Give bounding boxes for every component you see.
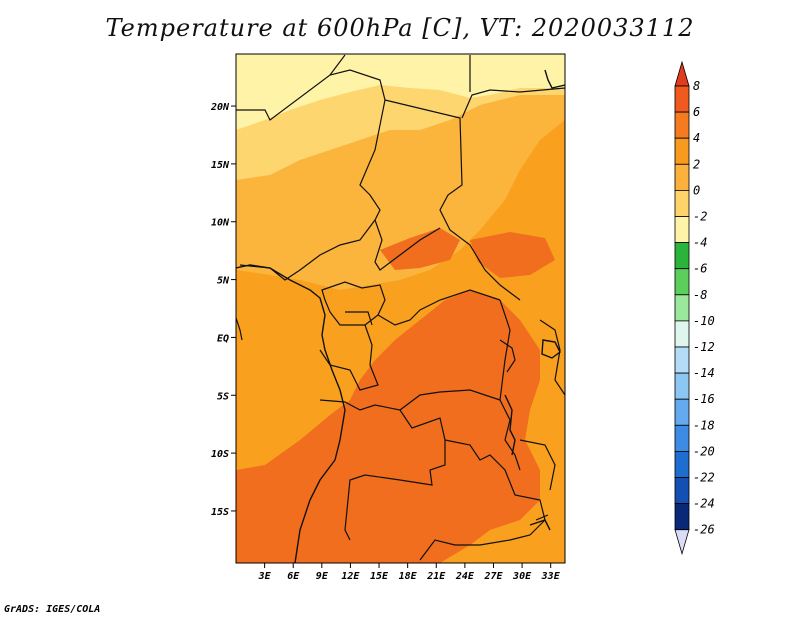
field-warm-patch-east — [470, 232, 555, 278]
lon-tick-label: 33E — [541, 571, 561, 582]
grads-credit: GrADS: IGES/COLA — [4, 604, 101, 615]
colorbar-swatch — [674, 85, 690, 113]
colorbar-bottom-arrow — [674, 529, 690, 556]
colorbar-label: -14 — [693, 366, 715, 380]
lat-tick-label: 10S — [211, 449, 229, 460]
lat-tick-label: 15N — [211, 160, 230, 171]
colorbar-swatch — [674, 372, 690, 400]
colorbar-label: 4 — [693, 131, 700, 145]
lon-tick-label: 12E — [341, 571, 360, 582]
lat-tick-label: 10N — [211, 218, 230, 229]
colorbar-label: 0 — [693, 183, 700, 197]
colorbar-swatch — [674, 189, 690, 217]
lon-tick-label: 24E — [455, 571, 475, 582]
lon-tick-label: 15E — [370, 571, 389, 582]
colorbar-label: -10 — [693, 314, 715, 328]
field-warm-patch — [380, 228, 460, 270]
colorbar-label: -4 — [693, 236, 707, 250]
colorbar-swatch — [674, 294, 690, 322]
longitude-axis: 3E 6E 9E 12E 15E 18E 21E 24E 27E 30E 33E — [258, 563, 561, 582]
colorbar-label: 8 — [693, 79, 700, 93]
colorbar-top-arrow — [674, 60, 690, 87]
colorbar-swatch — [674, 503, 690, 531]
colorbar-label: 2 — [693, 157, 700, 171]
lat-tick-label: 5N — [217, 276, 230, 287]
country-borders — [236, 54, 565, 561]
colorbar-swatch — [674, 137, 690, 165]
colorbar-swatch — [674, 424, 690, 452]
colorbar-swatch — [674, 163, 690, 191]
temperature-field — [236, 54, 565, 563]
colorbar-swatch — [674, 268, 690, 296]
lon-tick-label: 6E — [287, 571, 300, 582]
lat-tick-label: 20N — [210, 102, 230, 113]
lon-tick-label: 3E — [258, 571, 272, 582]
colorbar-label: -12 — [693, 340, 715, 354]
colorbar-label: -16 — [693, 392, 715, 406]
lon-tick-label: 18E — [399, 571, 418, 582]
lon-tick-label: 30E — [512, 571, 532, 582]
colorbar-swatch — [674, 111, 690, 139]
colorbar-swatch — [674, 450, 690, 478]
colorbar-label: -8 — [693, 288, 707, 302]
colorbar-label: -2 — [693, 210, 707, 224]
lon-tick-label: 27E — [483, 571, 503, 582]
colorbar-label: -24 — [693, 497, 715, 511]
lat-tick-label: 15S — [211, 507, 229, 518]
colorbar-label: -6 — [693, 262, 707, 276]
lon-tick-label: 9E — [316, 571, 329, 582]
colorbar-label: 6 — [693, 105, 700, 119]
lat-tick-label: EQ — [217, 333, 229, 344]
colorbar-swatch — [674, 320, 690, 348]
colorbar: 8 6 4 2 0 -2 -4 -6 -8 -10 -12 -14 -16 -18 -20 -22 -24 -26 — [674, 60, 715, 556]
field-cold-band — [236, 54, 565, 130]
chart-title: Temperature at 600hPa [C], VT: 202003311… — [105, 14, 695, 42]
lon-tick-label: 21E — [426, 571, 446, 582]
colorbar-swatch — [674, 242, 690, 270]
colorbar-label: -18 — [693, 418, 715, 432]
colorbar-label: -26 — [693, 523, 715, 537]
coastline — [236, 69, 565, 563]
latitude-axis: 20N 15N 10N 5N EQ 5S 10S 15S — [210, 102, 236, 518]
colorbar-swatch — [674, 346, 690, 374]
lat-tick-label: 5S — [217, 391, 229, 402]
colorbar-label: -20 — [693, 444, 715, 458]
colorbar-swatch — [674, 477, 690, 505]
map-frame — [235, 53, 566, 564]
colorbar-swatch — [674, 216, 690, 244]
colorbar-label: -22 — [693, 471, 715, 485]
colorbar-swatch — [674, 398, 690, 426]
